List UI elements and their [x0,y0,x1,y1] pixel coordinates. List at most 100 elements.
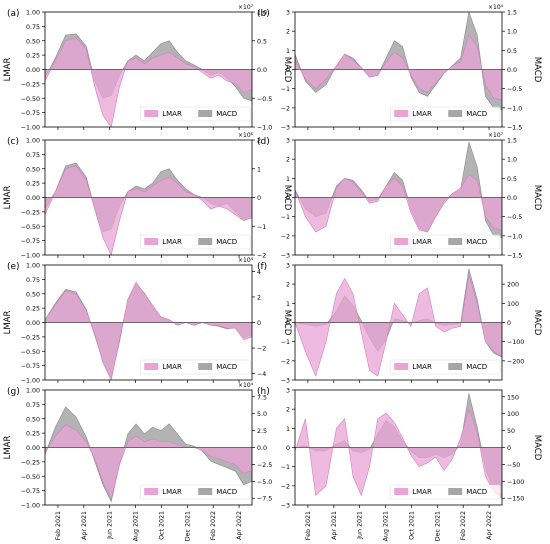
x-tick-label: Jun 2021 [357,511,364,540]
legend-swatch-macd [198,238,213,245]
legend-swatch-lmar [394,110,409,117]
left-tick-label: −2 [281,483,290,490]
area-group [295,268,502,378]
left-tick-label: −3 [281,378,290,385]
left-tick-label: 0 [286,195,290,202]
legend-swatch-lmar [144,110,159,117]
legend-label-lmar: LMAR [412,488,432,496]
left-tick-label: −0.50 [21,96,40,103]
legend-box [139,359,251,375]
panel-a: 1.000.750.500.250.00−0.25−0.50−0.75−1.00… [3,4,292,132]
x-tick-label: Apr 2022 [486,511,493,540]
left-tick-label: −0.25 [21,334,40,341]
panel-d: 3 2 1 0 −1 −2 −3 1.5 1.0 0.5 0.0 −0.5 −1.0 −1.5 (d) ×10… [257,132,542,260]
left-tick-label: −1 [281,339,290,346]
lmar-area [295,34,502,101]
legend-box [139,234,251,250]
right-tick-label: −1.0 [507,233,522,240]
left-tick-label: −2 [281,105,290,112]
legend-box [389,106,501,122]
left-tick-label: 0.00 [26,67,40,74]
left-tick-label: 0.25 [26,181,40,188]
left-tick-label: 0 [286,320,290,327]
right-axis-label: MACD [282,185,292,211]
left-tick-label: 2 [286,157,290,164]
panel-label: (c) [7,137,19,147]
lmar-area [295,408,502,497]
panels: 1.000.750.500.250.00−0.25−0.50−0.75−1.00… [3,4,542,510]
legend-label-lmar: LMAR [412,363,432,371]
left-tick-label: −2 [281,233,290,240]
panel-label: (e) [7,262,20,272]
left-tick-label: −1 [281,86,290,93]
right-tick-label: −1.0 [507,105,522,112]
left-tick-label: 3 [286,138,290,145]
right-tick-label: −0.5 [507,86,522,93]
left-tick-label: −0.25 [21,459,40,466]
legend-box [389,234,501,250]
right-axis-multiplier: ×10⁷ [238,4,254,11]
right-axis-label: MACD [532,185,542,211]
left-tick-label: 0.25 [26,306,40,313]
legend-swatch-lmar [144,363,159,370]
left-tick-label: −3 [281,503,290,510]
x-tick-label: Aug 2021 [383,511,390,541]
right-tick-label: −2 [257,346,266,353]
right-tick-label: 1.0 [507,157,517,164]
left-tick-label: 2 [286,282,290,289]
left-tick-label: 0.25 [26,53,40,60]
legend-label-lmar: LMAR [162,238,182,246]
left-tick-label: 0 [286,445,290,452]
left-tick-label: 0.75 [26,152,40,159]
x-tick-label: Oct 2021 [158,511,165,540]
legend-label-lmar: LMAR [162,110,182,118]
right-tick-label: −200 [507,358,524,365]
lmar-area [295,174,502,233]
left-tick-label: −0.75 [21,363,40,370]
left-tick-label: 0.75 [26,277,40,284]
x-tick-labels-right: Feb 2021 Apr 2021 Jun 2021 Aug 2021 Oct 2021… [305,511,493,541]
left-tick-label: 0.00 [26,195,40,202]
left-tick-label: −1 [281,214,290,221]
legend-box [389,484,501,500]
right-tick-label: 1.5 [507,10,517,17]
panel-f: 3 2 1 0 −1 −2 −3 200 100 0 −100 −200 (f) MACD LMAR MACD [257,262,542,385]
left-tick-label: 0.75 [26,402,40,409]
area-group [45,406,252,503]
left-tick-label: 1.00 [26,10,40,17]
right-tick-label: −5.0 [257,479,272,486]
panel-label: (d) [257,137,270,147]
legend-swatch-lmar [144,488,159,495]
right-axis-multiplier: ×10⁶ [238,132,254,139]
left-tick-label: 0.50 [26,166,40,173]
left-tick-label: 1 [286,48,290,55]
legend-label-macd: MACD [466,238,487,246]
legend-box [139,484,251,500]
right-tick-label: 0.5 [257,38,267,45]
left-tick-label: 0.50 [26,416,40,423]
left-tick-label: 1.00 [26,388,40,395]
left-tick-label: 0.50 [26,38,40,45]
left-tick-label: −1 [281,464,290,471]
right-tick-label: −1.5 [507,253,522,260]
x-tick-label: Feb 2021 [55,511,62,540]
right-axis-multiplier: ×10⁴ [488,4,504,11]
left-tick-label: 1.00 [26,263,40,270]
right-tick-label: 0.0 [257,67,267,74]
legend-box [139,106,251,122]
legend: LMAR MACD [139,359,251,375]
left-tick-label: 0.00 [26,320,40,327]
left-tick-label: −0.50 [21,349,40,356]
legend-swatch-macd [448,363,463,370]
right-axis-label: MACD [282,57,292,83]
left-axis-label: LMAR [3,311,13,335]
left-tick-label: 2 [286,407,290,414]
legend-label-lmar: LMAR [162,488,182,496]
left-tick-label: 2 [286,29,290,36]
panel-c: 1.00 0.75 0.50 0.25 0.00 −0.25 −0.50 −0.75 −1.00… [3,132,292,260]
right-tick-label: 2.5 [257,428,267,435]
legend-swatch-lmar [394,238,409,245]
legend-label-macd: MACD [216,363,237,371]
right-tick-label: 0.5 [507,176,517,183]
